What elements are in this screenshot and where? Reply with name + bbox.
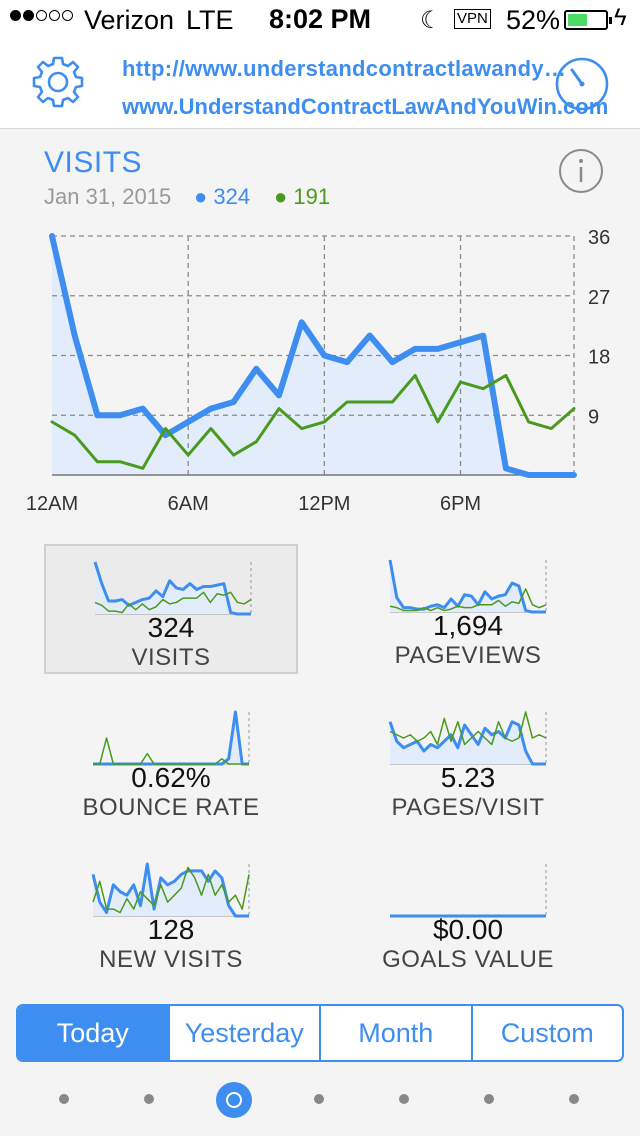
clock: 8:02 PM xyxy=(268,4,372,34)
x-tick-label: 6PM xyxy=(440,493,481,515)
bounce-rate-label: BOUNCE RATE xyxy=(82,794,260,821)
bounce-rate-sparkline xyxy=(93,710,250,766)
status-bar: Verizon LTE 8:02 PM ☾ VPN 52% ϟ xyxy=(0,0,640,40)
x-tick-label: 6AM xyxy=(168,493,209,515)
goals-value-sparkline xyxy=(390,864,547,918)
spark-blue-line xyxy=(388,559,546,614)
chart-date: Jan 31, 2015 xyxy=(44,184,172,209)
segment-yesterday[interactable]: Yesterday xyxy=(170,1006,321,1060)
vpn-badge: VPN xyxy=(454,9,491,29)
y-tick-label: 9 xyxy=(588,406,599,428)
timer-icon[interactable] xyxy=(554,56,610,112)
tile-visits[interactable]: 324 VISITS xyxy=(44,544,298,674)
pageviews-value: 1,694 xyxy=(432,610,504,641)
spark-green-line xyxy=(389,711,547,746)
visits-chart[interactable]: 36 27 18 9 12AM 6AM 12PM 6PM xyxy=(0,220,640,520)
network-type: LTE xyxy=(186,5,234,35)
tile-pages-visit[interactable]: 5.23 PAGES/VISIT xyxy=(341,696,595,826)
pages-visit-value: 5.23 xyxy=(440,762,496,793)
tile-goals-value[interactable]: $0.00 GOALS VALUE xyxy=(341,848,595,978)
new-visits-sparkline xyxy=(91,862,250,918)
pages-visit-label: PAGES/VISIT xyxy=(391,794,545,821)
tile-pageviews[interactable]: 1,694 PAGEVIEWS xyxy=(341,544,595,674)
spark-blue-line xyxy=(388,720,546,766)
segment-month[interactable]: Month xyxy=(321,1006,473,1060)
battery-percentage: 52% xyxy=(506,5,561,35)
spark-area xyxy=(93,712,249,764)
x-tick-label: 12PM xyxy=(298,493,350,515)
legend-comparison-total: ● 191 xyxy=(274,184,331,209)
pager-dot[interactable] xyxy=(399,1094,409,1104)
spark-area xyxy=(93,864,249,916)
do-not-disturb-icon: ☾ xyxy=(420,7,442,34)
site-name[interactable]: www.UnderstandContractLawAndYouWin.com xyxy=(122,94,609,119)
header: http://www.understandcontractlawandy… ww… xyxy=(0,40,640,129)
visits-label: VISITS xyxy=(131,644,211,671)
page-indicator[interactable] xyxy=(0,1080,640,1120)
new-visits-label: NEW VISITS xyxy=(99,946,243,973)
spark-green-line xyxy=(93,737,249,765)
tile-bounce-rate[interactable]: 0.62% BOUNCE RATE xyxy=(44,696,298,826)
pager-dot-active[interactable] xyxy=(216,1082,252,1118)
comparison-series-line xyxy=(50,373,576,470)
signal-strength-icon xyxy=(10,10,73,21)
spark-area xyxy=(390,721,546,764)
date-range-segmented-control: Today Yesterday Month Custom xyxy=(16,1004,624,1062)
spark-green-line xyxy=(389,588,547,612)
segment-today[interactable]: Today xyxy=(18,1006,170,1060)
spark-green-line xyxy=(94,591,252,614)
chart-title: VISITS xyxy=(44,146,143,179)
goals-value-value: $0.00 xyxy=(432,914,504,945)
pager-dot[interactable] xyxy=(484,1094,494,1104)
battery-icon xyxy=(564,10,612,30)
pager-dot[interactable] xyxy=(144,1094,154,1104)
visits-series-line xyxy=(49,233,577,478)
spark-green-line xyxy=(92,866,250,914)
pager-dot[interactable] xyxy=(569,1094,579,1104)
pages-visit-sparkline xyxy=(388,711,547,766)
visits-sparkline xyxy=(93,561,252,616)
segment-custom[interactable]: Custom xyxy=(500,1017,594,1048)
new-visits-value: 128 xyxy=(147,914,195,945)
goals-value-label: GOALS VALUE xyxy=(382,946,554,973)
spark-area xyxy=(95,562,251,614)
y-tick-label: 18 xyxy=(588,347,610,369)
x-tick-label: 12AM xyxy=(26,493,78,515)
pager-dot[interactable] xyxy=(314,1094,324,1104)
bounce-rate-value: 0.62% xyxy=(131,762,211,793)
visits-value: 324 xyxy=(147,612,195,643)
y-tick-label: 27 xyxy=(588,287,610,309)
charging-icon: ϟ xyxy=(614,4,627,31)
pager-dot[interactable] xyxy=(59,1094,69,1104)
spark-blue-line xyxy=(93,710,249,766)
pageviews-sparkline xyxy=(388,559,547,614)
settings-gear-icon[interactable] xyxy=(30,54,86,110)
tile-new-visits[interactable]: 128 NEW VISITS xyxy=(44,848,298,978)
pageviews-label: PAGEVIEWS xyxy=(394,642,542,669)
carrier-name: Verizon xyxy=(84,5,175,35)
y-tick-label: 36 xyxy=(588,227,610,249)
spark-blue-line xyxy=(91,862,249,918)
spark-area xyxy=(390,560,546,612)
info-icon[interactable] xyxy=(558,148,604,194)
spark-blue-line xyxy=(93,561,251,616)
legend-current-total: ● 324 xyxy=(194,184,251,209)
site-url[interactable]: http://www.understandcontractlawandy… xyxy=(122,56,567,81)
